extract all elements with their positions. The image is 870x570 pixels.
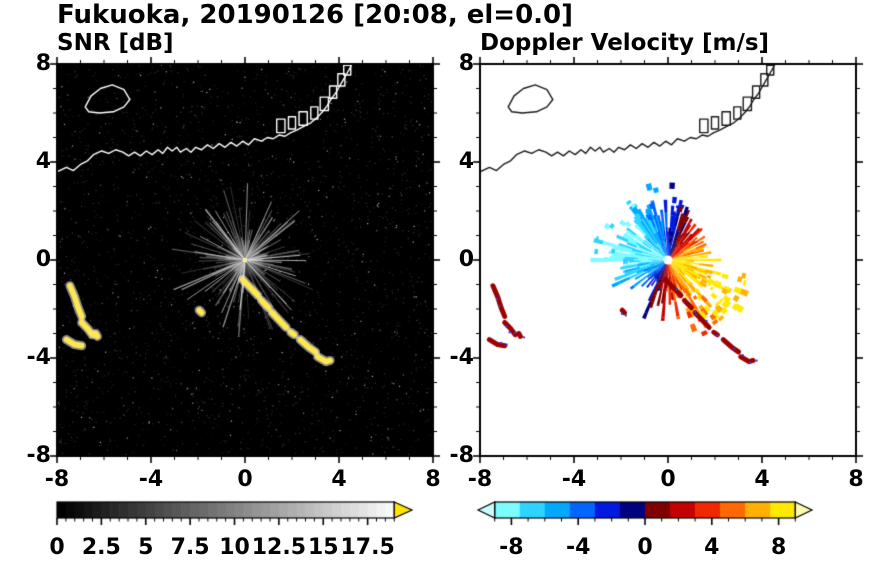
snr-y-tick-label: 8 <box>35 51 51 76</box>
snr-y-tick-label: 0 <box>35 247 51 272</box>
snr-plot <box>43 50 447 470</box>
doppler-colorbar <box>471 496 816 526</box>
doppler-plot <box>466 50 870 470</box>
doppler-y-tick-label: 8 <box>458 51 474 76</box>
doppler-colorbar-tick-label: -4 <box>565 535 591 560</box>
snr-x-tick-label: 4 <box>331 467 347 492</box>
snr-colorbar-tick-label: 15 <box>307 535 339 560</box>
doppler-colorbar-tick-label: 0 <box>637 535 653 560</box>
snr-colorbar-tick-label: 2.5 <box>81 535 121 560</box>
doppler-x-tick-label: -8 <box>467 467 493 492</box>
doppler-y-tick-label: 4 <box>458 149 474 174</box>
snr-x-tick-label: 0 <box>237 467 253 492</box>
snr-colorbar-tick-label: 12.5 <box>251 535 307 560</box>
snr-y-tick-label: -4 <box>26 345 51 370</box>
snr-colorbar-tick-label: 10 <box>219 535 250 560</box>
snr-colorbar-tick-label: 0 <box>49 535 65 560</box>
snr-colorbar-tick-label: 17.5 <box>340 535 395 560</box>
doppler-x-tick-label: 8 <box>848 467 864 492</box>
snr-x-tick-label: -8 <box>44 467 70 492</box>
snr-colorbar <box>50 496 416 526</box>
doppler-y-tick-label: -8 <box>449 443 474 468</box>
snr-y-tick-label: 4 <box>35 149 51 174</box>
doppler-x-tick-label: -4 <box>561 467 587 492</box>
snr-x-tick-label: 8 <box>425 467 441 492</box>
doppler-colorbar-tick-label: 4 <box>704 535 720 560</box>
doppler-y-tick-label: -4 <box>449 345 474 370</box>
doppler-colorbar-tick-label: 8 <box>770 535 787 560</box>
doppler-x-tick-label: 0 <box>660 467 676 492</box>
doppler-y-tick-label: 0 <box>458 247 474 272</box>
snr-x-tick-label: -4 <box>138 467 164 492</box>
snr-colorbar-tick-label: 7.5 <box>170 535 210 560</box>
doppler-colorbar-tick-label: -8 <box>499 535 524 560</box>
snr-y-tick-label: -8 <box>26 443 51 468</box>
doppler-x-tick-label: 4 <box>754 467 770 492</box>
figure-title: Fukuoka, 20190126 [20:08, el=0.0] <box>57 0 574 30</box>
snr-colorbar-tick-label: 5 <box>138 535 154 560</box>
